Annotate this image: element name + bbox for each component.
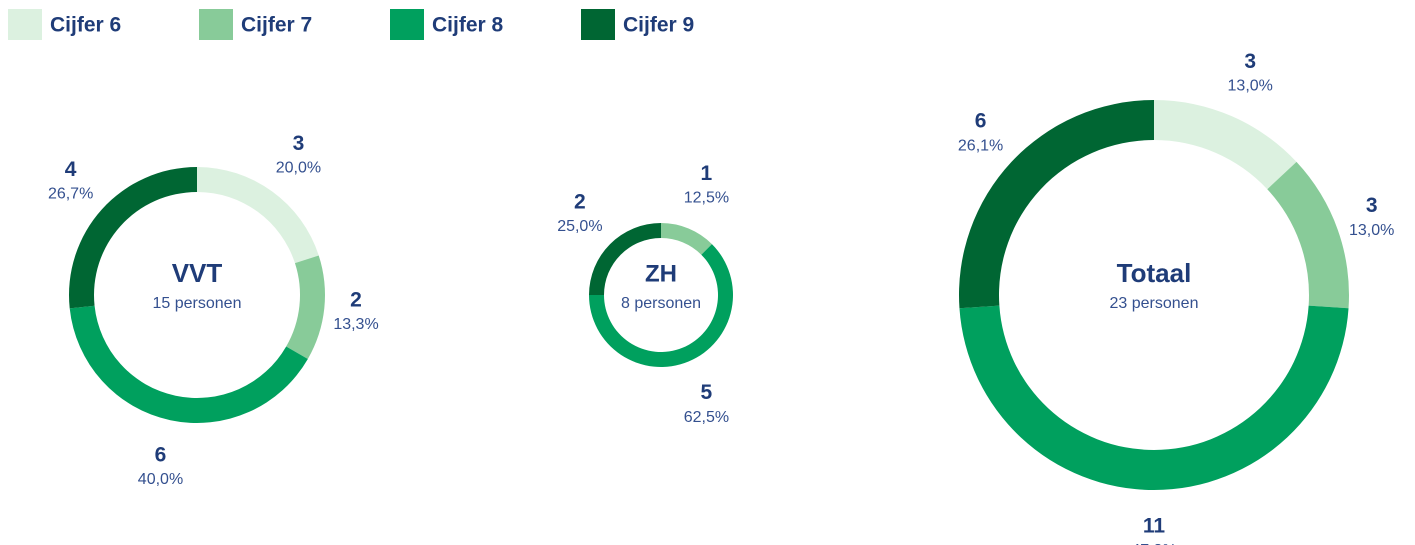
share-label: 13,3% (333, 316, 378, 333)
share-label: 40,0% (138, 471, 183, 488)
donut-segment (69, 305, 308, 423)
donut-segment (661, 223, 712, 255)
legend-swatch (581, 9, 615, 40)
count-label: 2 (350, 288, 362, 311)
count-label: 1 (701, 162, 713, 185)
donut-subtitle: 8 personen (621, 295, 701, 312)
donut-title: Totaal (1117, 258, 1192, 288)
count-label: 3 (1366, 194, 1378, 217)
legend-swatch (390, 9, 424, 40)
count-label: 11 (1143, 515, 1166, 538)
share-label: 26,7% (48, 185, 93, 202)
donut-segment (589, 223, 661, 295)
count-label: 4 (65, 158, 77, 181)
share-label: 12,5% (684, 190, 729, 207)
legend-label: Cijfer 8 (432, 14, 504, 37)
legend-label: Cijfer 6 (50, 14, 121, 37)
share-label: 26,1% (958, 137, 1003, 154)
legend-swatch (8, 9, 42, 40)
donut-segment (1267, 161, 1349, 309)
legend-label: Cijfer 7 (241, 14, 312, 37)
donut-title: ZH (645, 260, 677, 287)
count-label: 3 (293, 132, 305, 155)
share-label: 25,0% (557, 218, 602, 235)
donut-segment (197, 167, 319, 264)
share-label: 62,5% (684, 409, 729, 426)
donut-segment (959, 100, 1154, 309)
count-label: 2 (574, 190, 586, 213)
donut-segment (959, 305, 1349, 490)
donut-title: VVT (172, 258, 223, 288)
donut-segment (286, 255, 325, 359)
donut-segment (69, 167, 197, 309)
donut-subtitle: 15 personen (153, 295, 242, 312)
count-label: 5 (701, 381, 713, 404)
share-label: 47,8% (1131, 542, 1176, 545)
count-label: 6 (155, 443, 167, 466)
share-label: 13,0% (1228, 78, 1273, 95)
legend-label: Cijfer 9 (623, 14, 694, 37)
donut-segment (1154, 100, 1297, 190)
share-label: 13,0% (1349, 222, 1394, 239)
donut-segment (589, 244, 733, 368)
share-label: 20,0% (276, 160, 321, 177)
legend-swatch (199, 9, 233, 40)
donut-subtitle: 23 personen (1110, 295, 1199, 312)
count-label: 3 (1244, 50, 1256, 73)
count-label: 6 (975, 110, 987, 133)
